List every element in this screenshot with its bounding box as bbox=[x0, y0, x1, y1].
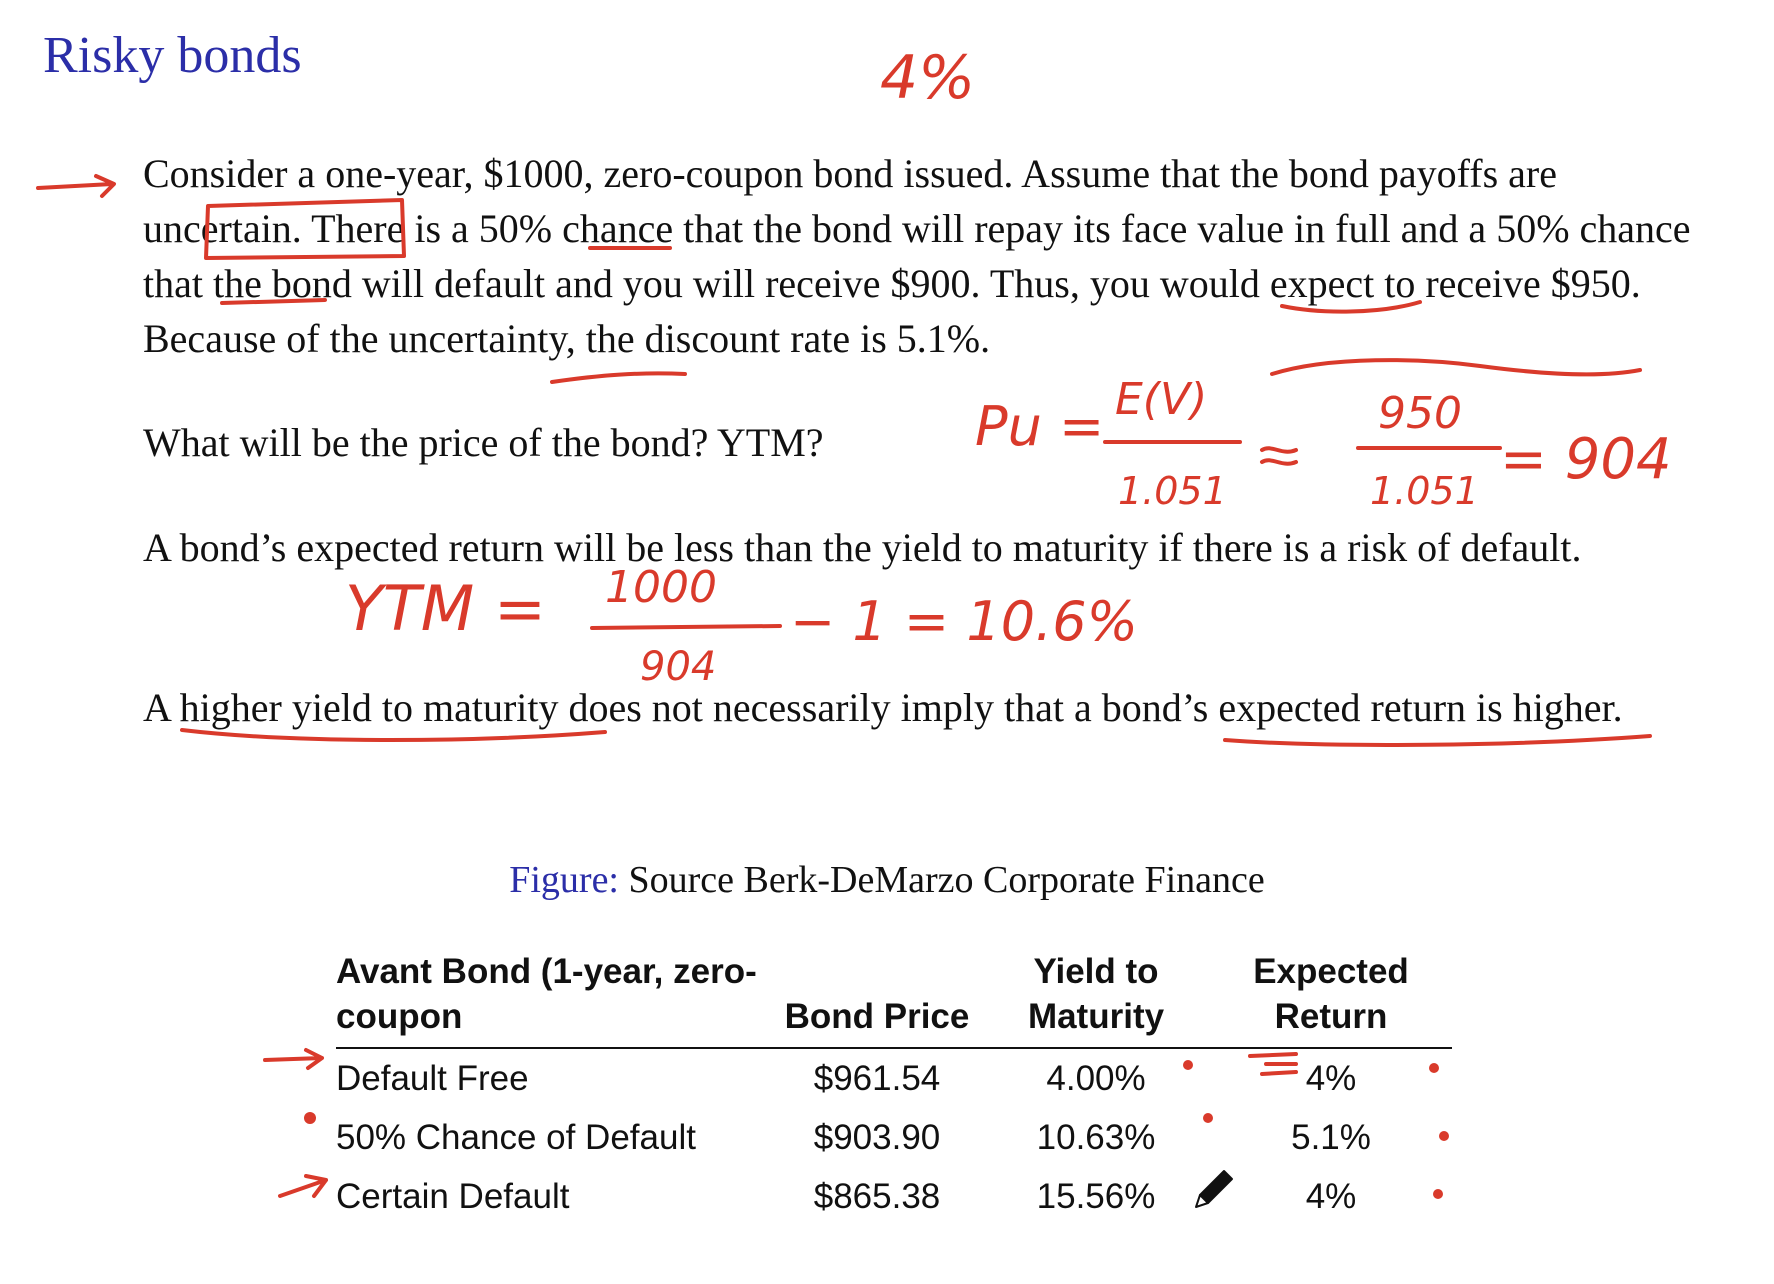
cell-expected: 4% bbox=[1305, 1176, 1357, 1216]
header-expected: Expected Return bbox=[1210, 945, 1452, 1049]
table-row: Certain Default $865.38 15.56% 4% bbox=[336, 1167, 1452, 1226]
slide-title: Risky bonds bbox=[43, 27, 302, 84]
figure-label: Figure: bbox=[509, 859, 619, 901]
figure-source: Source Berk-DeMarzo Corporate Finance bbox=[619, 859, 1265, 901]
figure-caption: Figure: Source Berk-DeMarzo Corporate Fi… bbox=[0, 858, 1774, 902]
cell-bond: 50% Chance of Default bbox=[336, 1117, 696, 1157]
paragraph-text: Consider a one-year, $1000, zero-coupon … bbox=[143, 151, 1557, 196]
arrow-icon bbox=[263, 1048, 324, 1070]
note-top: 4% bbox=[880, 43, 975, 113]
formula-den: 1.051 bbox=[1118, 469, 1227, 513]
cell-ytm: 15.56% bbox=[1036, 1176, 1156, 1216]
ytm-lhs: YTM = bbox=[345, 572, 546, 645]
fraction-bar bbox=[590, 624, 782, 630]
bullet-dot bbox=[304, 1112, 316, 1124]
cell-bond: Default Free bbox=[336, 1058, 529, 1098]
cell-ytm: 10.63% bbox=[1036, 1117, 1156, 1157]
underline bbox=[550, 371, 687, 384]
paragraph-expected-return: A bond’s expected return will be less th… bbox=[143, 525, 1582, 570]
underline bbox=[1223, 734, 1652, 747]
cell-price: $865.38 bbox=[813, 1176, 941, 1216]
uncertain-word: uncertain. bbox=[143, 206, 302, 251]
ytm-result: − 1 = 10.6% bbox=[790, 590, 1138, 653]
bond-table: Avant Bond (1-year, zero-coupon Bond Pri… bbox=[336, 945, 1452, 1226]
cell-expected: 5.1% bbox=[1291, 1117, 1371, 1157]
formula-den: 1.051 bbox=[1370, 469, 1479, 513]
table-header-row: Avant Bond (1-year, zero-coupon Bond Pri… bbox=[336, 945, 1452, 1049]
paragraph-question: What will be the price of the bond? YTM? bbox=[143, 420, 824, 465]
table-row: 50% Chance of Default $903.90 10.63% 5.1… bbox=[336, 1108, 1452, 1167]
paragraph-bond-setup: Consider a one-year, $1000, zero-coupon … bbox=[143, 146, 1703, 366]
cell-expected: 4% bbox=[1305, 1058, 1357, 1098]
header-ytm: Yield to Maturity bbox=[982, 945, 1210, 1049]
header-price: Bond Price bbox=[772, 945, 982, 1049]
cell-price: $961.54 bbox=[813, 1058, 941, 1098]
cell-bond: Certain Default bbox=[336, 1176, 570, 1216]
paragraph-text: There is a 50% chance that the bond will… bbox=[143, 206, 1691, 361]
cell-ytm: 4.00% bbox=[1046, 1058, 1146, 1098]
paragraph-higher-ytm: A higher yield to maturity does not nece… bbox=[143, 685, 1623, 730]
arrow-icon bbox=[278, 1174, 328, 1198]
header-bond: Avant Bond (1-year, zero-coupon bbox=[336, 945, 772, 1049]
arrow-icon bbox=[36, 174, 116, 198]
cell-price: $903.90 bbox=[813, 1117, 941, 1157]
table-row: Default Free $961.54 4.00% 4% bbox=[336, 1048, 1452, 1108]
